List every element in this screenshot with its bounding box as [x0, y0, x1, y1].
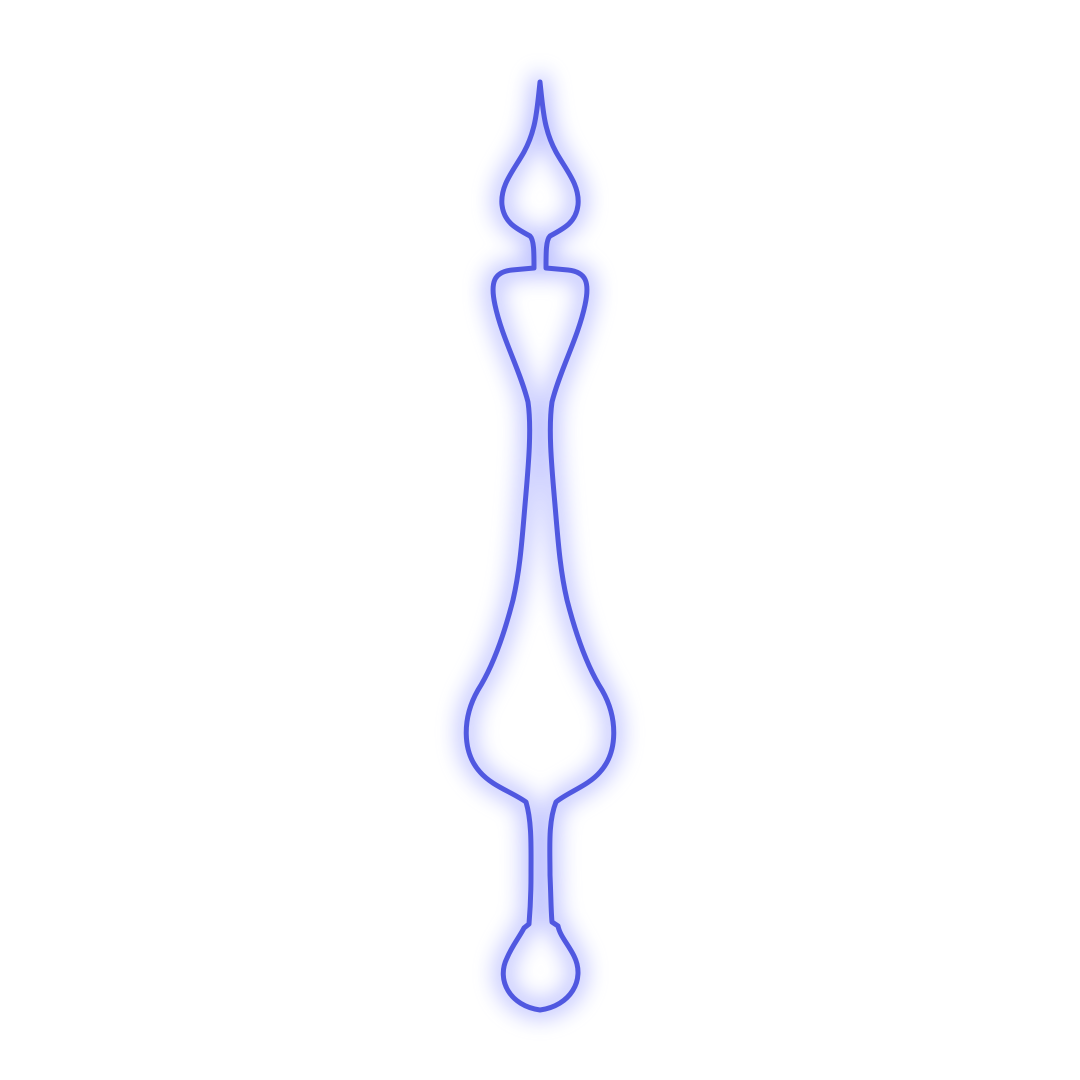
ornament-outline — [463, 79, 617, 1013]
ornament-glow — [458, 74, 622, 1018]
